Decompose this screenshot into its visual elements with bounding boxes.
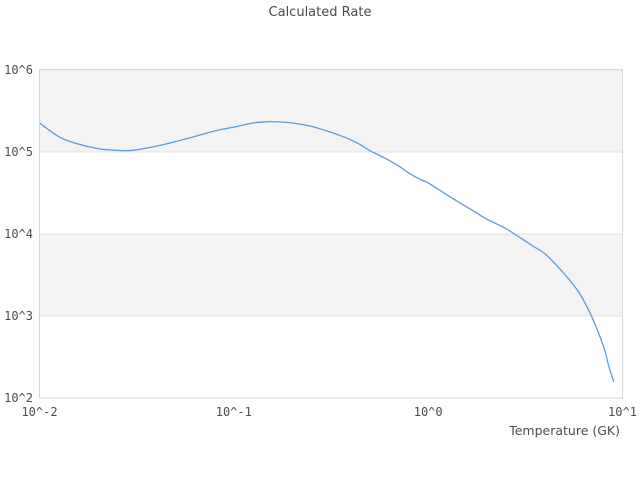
x-tick-label: 10^-1 xyxy=(216,405,252,419)
y-tick-label: 10^3 xyxy=(4,309,33,323)
x-axis-label: Temperature (GK) xyxy=(508,423,620,438)
x-tick-label: 10^1 xyxy=(608,405,637,419)
rate-curve xyxy=(38,120,615,382)
y-tick-label: 10^6 xyxy=(4,63,33,77)
y-tick-label: 10^5 xyxy=(4,145,33,159)
y-tick-labels: 10^2 10^3 10^4 10^5 10^6 xyxy=(4,63,33,405)
decade-bands xyxy=(39,70,623,316)
y-tick-label: 10^4 xyxy=(4,227,33,241)
shaded-band xyxy=(39,234,623,316)
x-tick-label: 10^-2 xyxy=(21,405,57,419)
plot-frame xyxy=(39,69,623,399)
y-tick-label: 10^2 xyxy=(4,391,33,405)
chart-title: Calculated Rate xyxy=(269,5,372,20)
x-tick-label: 10^0 xyxy=(414,405,443,419)
x-tick-labels: 10^-2 10^-1 10^0 10^1 xyxy=(21,405,637,419)
shaded-band xyxy=(39,70,623,152)
